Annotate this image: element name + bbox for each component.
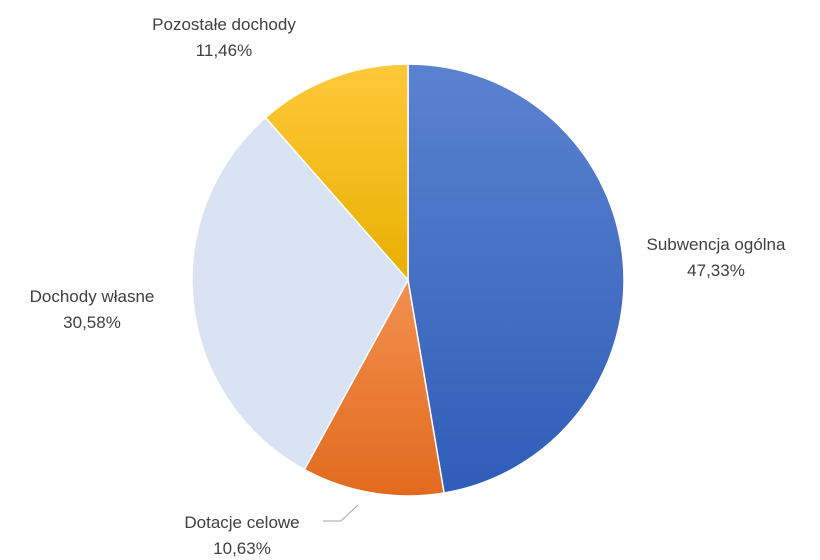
slice-value-label-1: 47,33% <box>687 261 745 280</box>
slice-value-label-4: 11,46% <box>196 41 252 60</box>
slice-label-2: Dotacje celowe <box>184 513 299 532</box>
pie-slice-3 <box>191 116 409 471</box>
leader-line-dotacje <box>323 504 359 522</box>
pie-slice-4 <box>264 63 409 282</box>
slice-value-label-2: 10,63% <box>213 539 271 558</box>
slice-label-4: Pozostałe dochody <box>152 15 296 34</box>
slice-label-1: Subwencja ogólna <box>647 235 786 254</box>
pie-slice-2 <box>303 277 445 497</box>
pie-slice-1 <box>407 63 625 494</box>
slice-value-label-3: 30,58% <box>63 313 121 332</box>
slice-label-3: Dochody własne <box>30 287 155 306</box>
